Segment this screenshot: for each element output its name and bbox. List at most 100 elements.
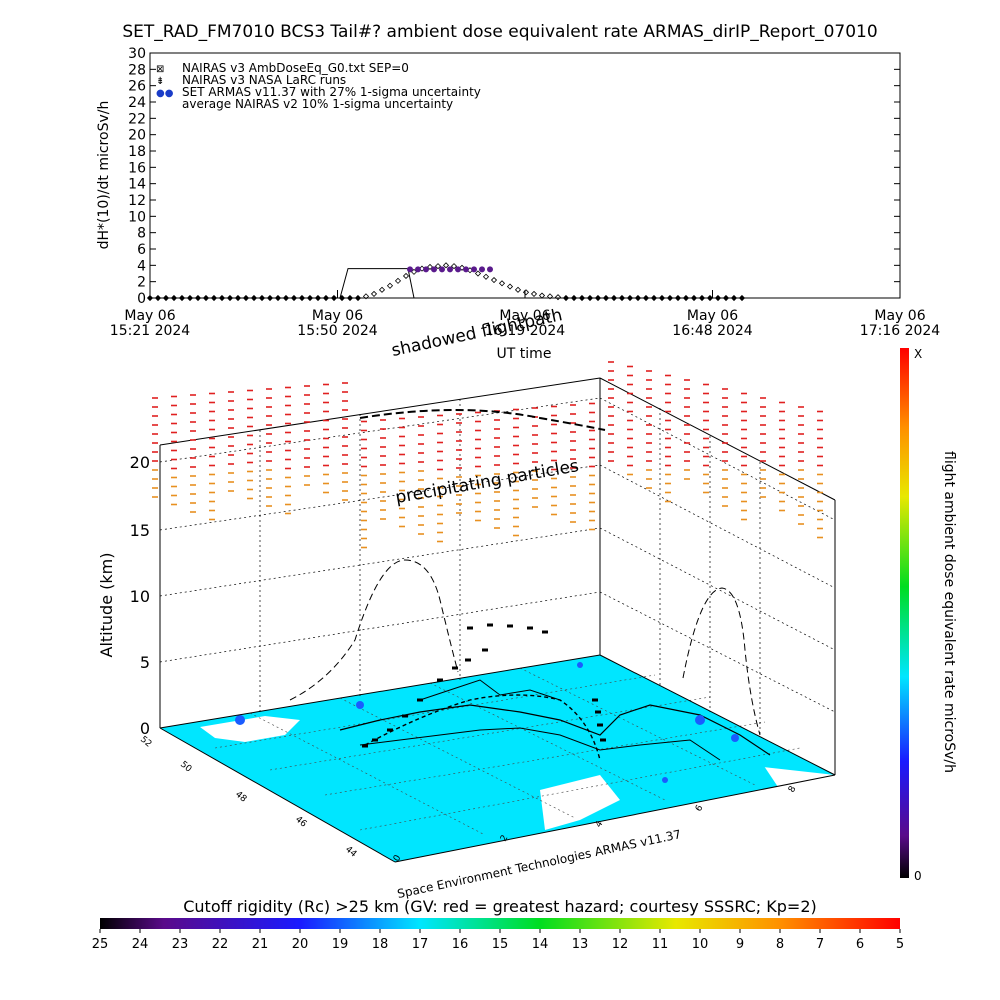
series-diamond-point: [554, 294, 562, 301]
track-mark: [595, 710, 601, 714]
top-y-tick-label: 12: [128, 193, 146, 209]
bottom-colorbar: [100, 918, 900, 929]
altitude-tick-label: 10: [130, 587, 150, 606]
altitude-grid: [159, 397, 836, 737]
top-y-tick-label: 24: [128, 95, 146, 111]
longitude-tick-label: 6: [694, 803, 706, 813]
series-diamond-point: [354, 294, 362, 302]
series-armas-point: [439, 266, 445, 273]
series-armas-point: [415, 266, 421, 273]
latitude-tick-label: 48: [233, 790, 248, 805]
right-colorbar-top: X: [914, 347, 922, 361]
altitude-axis-label: Altitude (km): [97, 553, 116, 658]
flight-profile-curve-1: [289, 559, 459, 701]
altitude-tick-label: 0: [140, 719, 150, 738]
top-x-tick-date: May 06: [687, 308, 738, 324]
track-mark: [467, 626, 473, 630]
bottom-tick-label: 22: [212, 937, 229, 952]
series-diamond-point: [506, 283, 514, 290]
top-y-tick-label: 8: [137, 226, 146, 242]
top-y-tick-label: 2: [137, 275, 146, 291]
bottom-tick-label: 11: [652, 937, 669, 952]
series-armas-point: [455, 266, 461, 273]
precipitating-particles-annotation: precipitating particles: [394, 456, 581, 508]
longitude-tick-label: 2: [499, 834, 511, 844]
track-mark: [597, 723, 603, 727]
series-armas-point: [463, 266, 469, 273]
track-mark: [372, 738, 378, 742]
bottom-tick-label: 16: [452, 937, 469, 952]
top-x-tick-time: 15:21 2024: [110, 323, 191, 339]
bottom-colorbar-title: Cutoff rigidity (Rc) >25 km (GV: red = g…: [183, 897, 817, 916]
longitude-tick-label: 0: [392, 853, 404, 863]
track-mark: [600, 738, 606, 742]
series-diamond-point: [450, 263, 458, 270]
track-mark: [402, 714, 408, 718]
series-diamond-point: [546, 293, 554, 300]
latitude-tick-label: 46: [293, 815, 308, 830]
track-mark: [542, 630, 548, 634]
shadowed-flightpath-line: [359, 409, 606, 431]
top-x-tick-date: May 06: [124, 308, 175, 324]
map-blue-patches: [235, 662, 739, 783]
top-y-axis-label: dH*(10)/dt microSv/h: [96, 101, 112, 250]
bottom-tick-label: 12: [612, 937, 629, 952]
right-colorbar: [900, 348, 909, 878]
top-x-tick-date: May 06: [499, 308, 550, 324]
top-y-tick-label: 6: [137, 242, 146, 258]
altitude-tick-label: 5: [140, 653, 150, 672]
track-mark: [452, 666, 458, 670]
bottom-tick-label: 21: [252, 937, 269, 952]
map-border-1: [339, 704, 771, 756]
series-armas-point: [447, 266, 453, 273]
series-diamond-point: [474, 270, 482, 277]
series-diamond-point: [394, 277, 402, 284]
bottom-tick-label: 5: [896, 937, 904, 952]
bottom-tick-label: 23: [172, 937, 189, 952]
series-profile-line: [150, 268, 742, 299]
track-mark: [417, 698, 423, 702]
series-armas-point: [423, 266, 429, 273]
series-armas-point: [431, 266, 437, 273]
legend-entry: average NAIRAS v2 10% 1-sigma uncertaint…: [182, 97, 453, 111]
latitude-tick-label: 50: [178, 760, 193, 775]
track-mark: [592, 698, 598, 702]
series-diamond-point: [458, 264, 466, 271]
altitude-tick-label: 15: [130, 521, 150, 540]
longitude-tick-label: 8: [787, 784, 799, 794]
series-diamond-point: [378, 286, 386, 293]
top-y-tick-label: 0: [137, 291, 146, 307]
precipitating-particles: [152, 361, 823, 549]
series-diamond-point: [442, 262, 450, 269]
legend-symbol: ⊠: [156, 64, 164, 75]
altitude-tick-label: 20: [130, 453, 150, 472]
longitude-tick-label: 4: [594, 819, 606, 829]
track-mark: [482, 648, 488, 652]
track-mark: [465, 658, 471, 662]
series-diamond-point: [538, 292, 546, 299]
bottom-tick-label: 9: [736, 937, 744, 952]
series-diamond-point: [434, 263, 442, 270]
bottom-tick-label: 7: [816, 937, 824, 952]
top-y-tick-label: 20: [128, 128, 146, 144]
bottom-tick-label: 15: [492, 937, 509, 952]
series-diamond-point: [498, 280, 506, 287]
flight-3d-panel: [152, 361, 836, 863]
map-border-3: [419, 679, 561, 701]
series-diamond-point: [522, 289, 530, 296]
legend-symbol: ●●: [156, 88, 174, 99]
map-water-1: [200, 716, 300, 742]
track-mark: [387, 728, 393, 732]
series-armas-point: [487, 266, 493, 273]
longitude-ticks: 0 2 4 6 8: [392, 784, 799, 863]
flight-profile-curve-2: [682, 587, 761, 736]
series-diamond-point: [514, 286, 522, 293]
bottom-tick-label: 25: [92, 937, 109, 952]
latitude-tick-label: 44: [343, 845, 358, 860]
series-diamond-point: [346, 294, 354, 302]
top-x-tick-time: 15:50 2024: [297, 323, 378, 339]
